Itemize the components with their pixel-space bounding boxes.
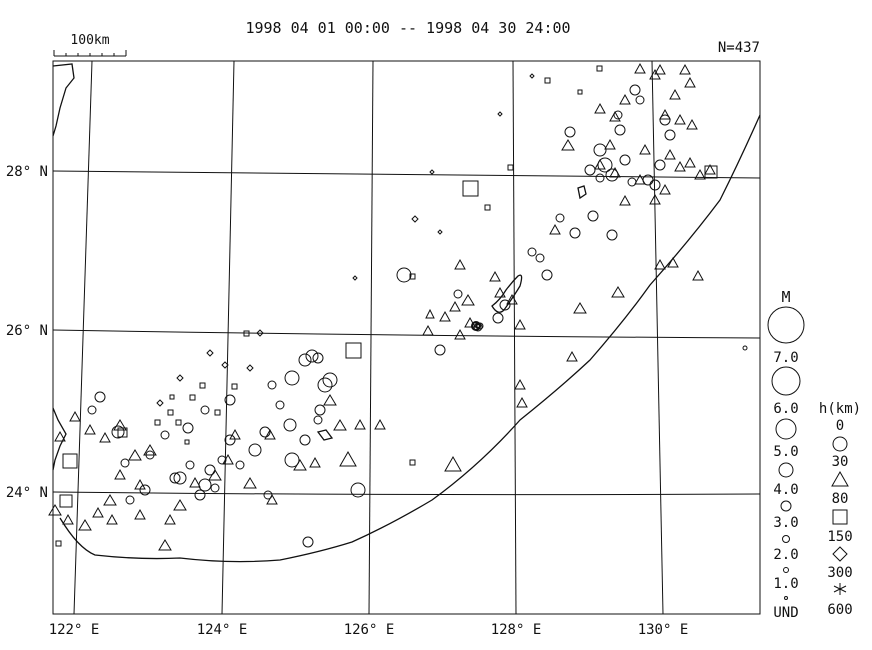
lat-label-28: 28° N — [6, 164, 48, 180]
graticule — [52, 60, 761, 615]
mag-label-2: 2.0 — [773, 547, 798, 563]
lat-label-24: 24° N — [6, 485, 48, 501]
earthquake-symbols — [48, 62, 748, 551]
longitude-labels: 122° E 124° E 126° E 128° E 130° E — [49, 622, 689, 638]
circle-icon — [832, 436, 848, 452]
mag-label-4: 4.0 — [773, 482, 798, 498]
lon-label-128: 128° E — [491, 622, 542, 638]
depth-label-80: 80 — [832, 491, 849, 507]
depth-label-600: 600 — [827, 602, 852, 618]
depth-label-0: 0 — [836, 418, 844, 434]
period-title: 1998 04 01 00:00 -- 1998 04 30 24:00 — [245, 19, 570, 37]
event-count: N=437 — [718, 40, 760, 56]
coastlines — [52, 63, 761, 563]
asterisk-icon — [833, 583, 847, 595]
diamond-icon — [832, 546, 848, 562]
mag-label-3: 3.0 — [773, 515, 798, 531]
lon-label-124: 124° E — [197, 622, 248, 638]
mag-label-und: UND — [773, 605, 798, 621]
lon-label-130: 130° E — [638, 622, 689, 638]
magnitude-title: M — [781, 288, 790, 306]
lon-label-122: 122° E — [49, 622, 100, 638]
mag-label-5: 5.0 — [773, 444, 798, 460]
depth-legend: h(km) 0 30 80 150 300 600 — [819, 401, 861, 618]
depth-label-30: 30 — [832, 454, 849, 470]
square-icon — [832, 509, 848, 525]
mag-label-1: 1.0 — [773, 576, 798, 592]
depth-label-300: 300 — [827, 565, 852, 581]
scale-bar: 100km — [53, 33, 127, 57]
scale-bar-label: 100km — [70, 33, 109, 48]
magnitude-legend: M 7.0 6.0 5.0 4.0 3.0 2.0 1.0 UND — [767, 288, 805, 621]
lon-label-126: 126° E — [344, 622, 395, 638]
lat-label-26: 26° N — [6, 323, 48, 339]
mag-label-7: 7.0 — [773, 350, 798, 366]
depth-title: h(km) — [819, 401, 861, 417]
mag-label-6: 6.0 — [773, 401, 798, 417]
triangle-icon — [831, 470, 849, 487]
latitude-labels: 28° N 26° N 24° N — [6, 164, 48, 501]
depth-label-150: 150 — [827, 529, 852, 545]
